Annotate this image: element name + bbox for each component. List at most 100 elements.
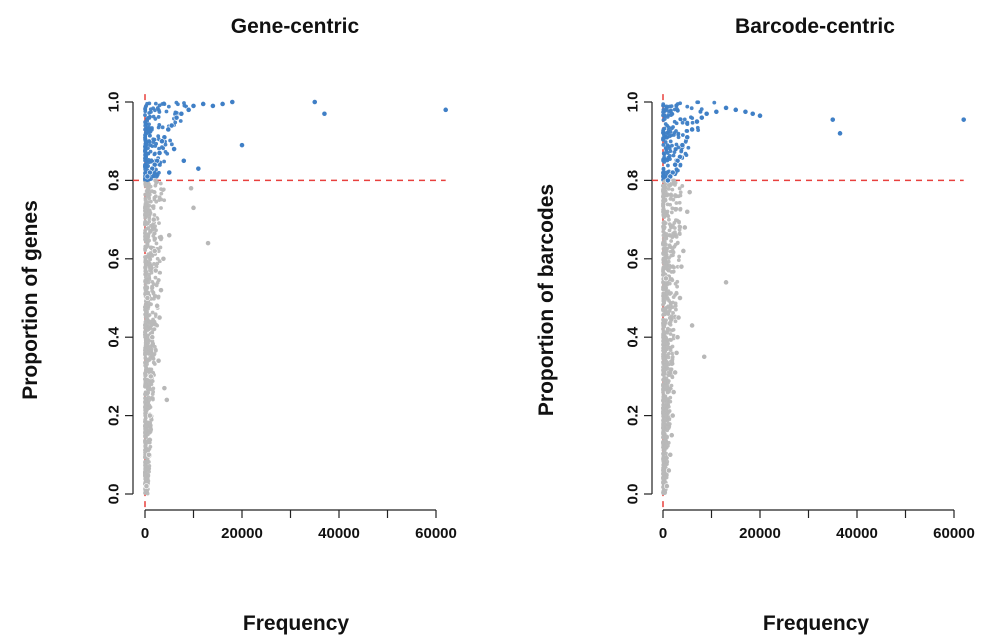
point-high (661, 103, 666, 108)
point-high (143, 152, 148, 156)
point-low (666, 381, 670, 386)
point-low (686, 189, 693, 196)
point-low (143, 259, 148, 264)
point-low (670, 305, 675, 310)
point-low (143, 348, 148, 353)
chart-title: Barcode-centric (735, 15, 895, 38)
point-low (146, 187, 151, 192)
point-low (148, 355, 152, 360)
point-low (661, 465, 666, 470)
point-low (684, 208, 691, 215)
point-low (158, 245, 163, 250)
point-low (673, 293, 678, 297)
point-low (147, 373, 154, 380)
point-high (662, 113, 667, 117)
point-high (147, 115, 152, 119)
data-points (661, 100, 967, 496)
point-high (156, 134, 161, 139)
point-high (667, 134, 672, 139)
point-low (678, 263, 685, 270)
point-high (161, 146, 166, 151)
point-low (677, 254, 682, 259)
point-low (143, 392, 147, 397)
point-low (152, 327, 157, 332)
point-low (152, 195, 157, 200)
point-high (667, 146, 672, 151)
point-low (143, 196, 148, 201)
point-low (143, 206, 147, 210)
point-high (668, 139, 673, 144)
point-high (667, 153, 672, 158)
point-low (150, 286, 154, 291)
point-low (677, 227, 682, 232)
point-high (662, 155, 667, 160)
point-low (667, 451, 674, 458)
point-low (680, 184, 685, 188)
point-low (661, 202, 665, 207)
point-high (672, 161, 679, 168)
point-low (674, 201, 679, 205)
point-low (661, 336, 666, 341)
point-high (680, 133, 685, 137)
point-low (157, 221, 161, 226)
point-low (143, 286, 148, 290)
point-low (661, 390, 665, 395)
point-low (151, 360, 156, 365)
y-tick-label: 0.2 (624, 405, 641, 426)
point-low (151, 386, 156, 391)
point-high (160, 125, 165, 130)
point-low (143, 352, 147, 357)
point-low (670, 344, 675, 349)
x-tick-label: 40000 (836, 525, 878, 542)
point-low (662, 491, 667, 495)
point-low (665, 202, 670, 207)
point-low (143, 472, 147, 477)
point-high (200, 101, 207, 107)
point-high (156, 150, 163, 156)
point-low (673, 319, 678, 324)
point-low (143, 312, 148, 317)
point-high (672, 150, 677, 154)
point-low (154, 283, 159, 288)
point-low (665, 347, 669, 352)
point-low (662, 340, 667, 345)
point-low (150, 392, 155, 397)
point-low (670, 187, 675, 192)
point-high (145, 101, 150, 106)
point-low (150, 289, 155, 293)
y-tick-label: 0.2 (105, 405, 122, 426)
point-high (670, 126, 674, 131)
axes: 0.0 0.2 0.4 0.6 0.8 1.0 0 20000 40000 60000 (624, 92, 975, 542)
point-low (673, 242, 678, 247)
point-high (661, 143, 666, 147)
point-low (661, 425, 665, 430)
point-low (148, 199, 153, 204)
point-low (145, 386, 150, 391)
point-low (146, 262, 151, 266)
point-low (158, 287, 164, 294)
point-low (661, 331, 666, 336)
point-low (663, 483, 670, 490)
point-high (712, 100, 717, 105)
point-low (666, 289, 671, 294)
point-high (672, 131, 677, 135)
point-low (671, 311, 675, 315)
point-low (145, 328, 150, 332)
y-tick-label: 1.0 (105, 92, 122, 113)
point-low (157, 235, 162, 240)
point-low (146, 350, 150, 355)
point-high (162, 159, 167, 164)
point-high (685, 129, 690, 133)
point-low (662, 284, 667, 289)
point-low (670, 328, 675, 333)
panel-barcode-centric: Barcode-centric Proportion of barcodes F… (535, 15, 975, 635)
point-low (148, 184, 153, 189)
point-high (749, 110, 756, 117)
point-low (668, 332, 673, 336)
point-low (148, 368, 152, 373)
point-low (149, 347, 154, 352)
point-low (143, 330, 147, 335)
point-high (143, 127, 147, 132)
point-low (666, 404, 671, 409)
point-high (668, 129, 673, 134)
